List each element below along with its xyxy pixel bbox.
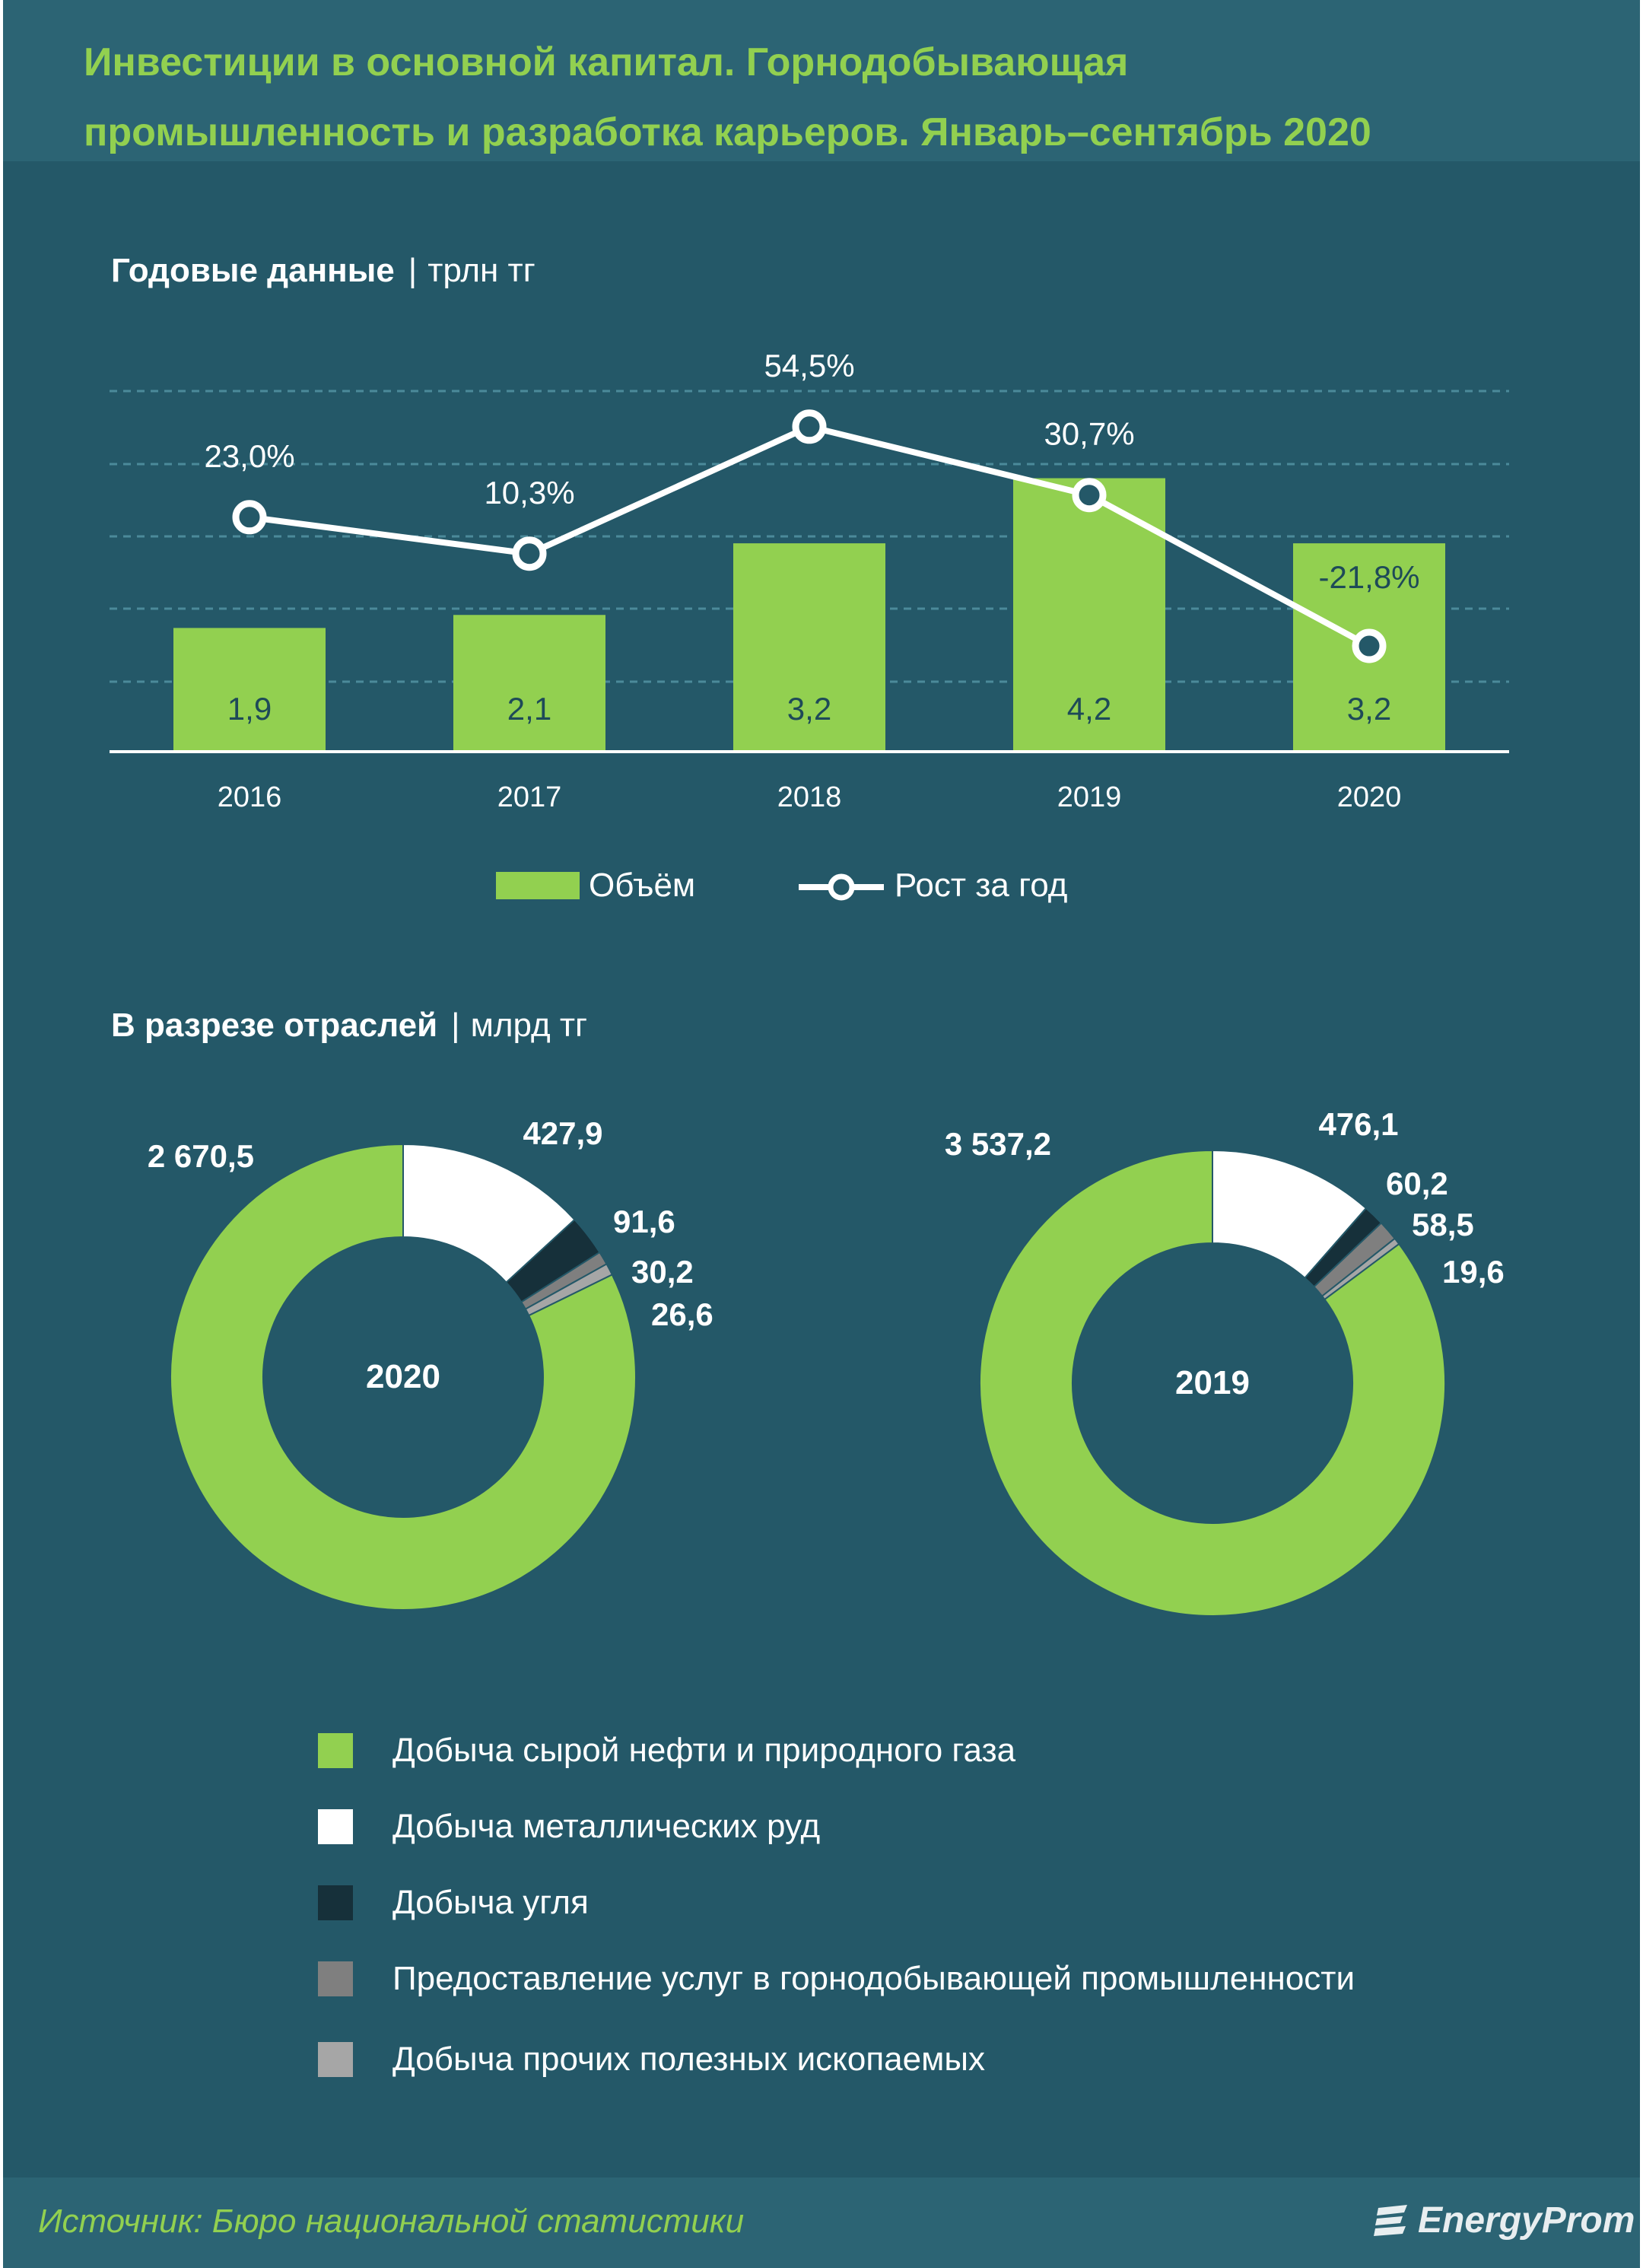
bar-2018: [733, 543, 885, 752]
infographic: Инвестиции в основной капитал. Горнодобы…: [3, 0, 1640, 2268]
legend-item: Добыча прочих полезных ископаемых: [318, 2033, 985, 2086]
legend-growth-marker: [828, 873, 855, 901]
legend-swatch: [318, 1733, 353, 1768]
legend-item: Добыча металлических руд: [318, 1800, 820, 1853]
growth-label: 10,3%: [484, 475, 574, 511]
growth-point: [512, 536, 547, 571]
growth-label: -21,8%: [1318, 559, 1419, 595]
growth-point: [232, 500, 267, 535]
growth-label: 54,5%: [764, 348, 854, 383]
x-tick-label: 2016: [218, 781, 282, 813]
brand-logo: EnergyProm: [1372, 2196, 1635, 2244]
energyprom-icon: [1374, 2205, 1407, 2236]
legend-swatch: [318, 2042, 353, 2077]
legend-swatch: [318, 1961, 353, 1996]
legend-growth-label: Рост за год: [895, 867, 1067, 904]
legend-item: Добыча сырой нефти и природного газа: [318, 1724, 1015, 1777]
donut-value-label: 19,6: [1442, 1254, 1505, 1290]
donut-slice-2020-0: [170, 1143, 637, 1611]
bar-value-label: 1,9: [227, 691, 272, 727]
legend-volume-swatch: [496, 872, 580, 899]
bar-2017: [453, 615, 605, 752]
x-tick-label: 2017: [497, 781, 562, 813]
growth-label: 23,0%: [204, 438, 294, 474]
growth-point: [1072, 478, 1107, 513]
donut-value-label: 58,5: [1412, 1207, 1474, 1242]
donut-value-label: 26,6: [651, 1296, 713, 1332]
donut-value-label: 60,2: [1386, 1166, 1448, 1201]
bar-value-label: 3,2: [787, 691, 831, 727]
footer-band: [3, 2177, 1640, 2268]
industries-section-name: В разрезе отраслей: [111, 1007, 438, 1044]
legend-label: Добыча прочих полезных ископаемых: [392, 2041, 986, 2078]
separator: |: [451, 1007, 460, 1044]
donut-value-label: 2 670,5: [148, 1138, 254, 1174]
legend-item: Предоставление услуг в горнодобывающей п…: [318, 1952, 1355, 2006]
annual-section-name: Годовые данные: [111, 252, 395, 289]
annual-section-unit: трлн тг: [427, 252, 535, 289]
legend-swatch: [318, 1885, 353, 1920]
source-note: Источник: Бюро национальной статистики: [38, 2203, 745, 2240]
legend-label: Добыча сырой нефти и природного газа: [392, 1732, 1016, 1769]
legend-swatch: [318, 1809, 353, 1844]
x-tick-label: 2019: [1057, 781, 1122, 813]
donut-value-label: 427,9: [523, 1115, 602, 1151]
charts-canvas: 1,9 2016 2,1 2017 3,2 2018 4,2 2019 3,2 2020 23,0%…: [110, 348, 1509, 1617]
bar-value-label: 2,1: [507, 691, 551, 727]
legend-label: Предоставление услуг в горнодобывающей п…: [392, 1960, 1355, 1997]
industries-section-unit: млрд тг: [470, 1007, 588, 1044]
donut-center-label: 2019: [1175, 1364, 1250, 1401]
legend-volume-label: Объём: [589, 867, 695, 904]
separator: |: [408, 252, 418, 289]
bar-value-label: 3,2: [1347, 691, 1391, 727]
bar-value-label: 4,2: [1067, 691, 1111, 727]
growth-point: [1352, 628, 1387, 663]
industries-section-title: В разрезе отраслей | млрд тг: [111, 1006, 587, 1045]
donut-value-label: 91,6: [613, 1204, 675, 1239]
x-tick-label: 2020: [1337, 781, 1402, 813]
legend-item: Добыча угля: [318, 1876, 589, 1929]
growth-point: [792, 409, 827, 444]
donut-value-label: 30,2: [631, 1254, 694, 1290]
header-band: [3, 0, 1640, 161]
bar-2016: [173, 628, 326, 752]
donut-value-label: 3 537,2: [945, 1126, 1051, 1162]
legend-label: Добыча металлических руд: [392, 1808, 821, 1845]
growth-label: 30,7%: [1044, 416, 1134, 452]
annual-section-title: Годовые данные | трлн тг: [111, 251, 535, 291]
x-tick-label: 2018: [777, 781, 842, 813]
brand-name: EnergyProm: [1418, 2200, 1635, 2241]
legend-label: Добыча угля: [392, 1884, 589, 1921]
page-title: Инвестиции в основной капитал. Горнодобы…: [84, 40, 1371, 154]
donut-slice-2019-0: [979, 1149, 1446, 1617]
donut-value-label: 476,1: [1318, 1106, 1398, 1142]
donut-center-label: 2020: [366, 1358, 440, 1395]
